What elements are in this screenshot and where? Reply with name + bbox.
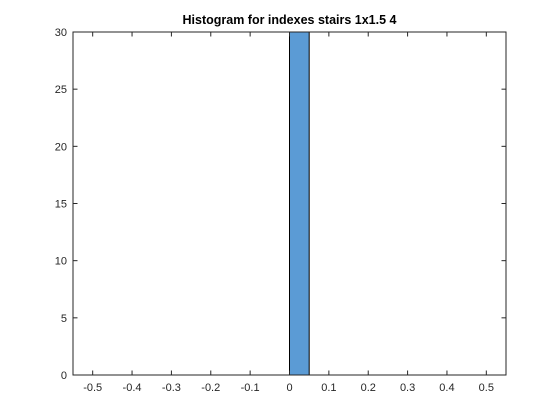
x-tick-label: -0.4 — [123, 382, 142, 394]
x-axis: -0.5 -0.4 -0.3 -0.2 -0.1 0 0.1 0.2 0.3 0.4 0.5 — [83, 32, 494, 394]
y-tick-label: 0 — [61, 370, 67, 382]
chart-title: Histogram for indexes stairs 1x1.5 4 — [183, 13, 397, 27]
y-axis: 0 5 10 15 20 25 30 — [55, 27, 506, 382]
x-tick-label: -0.3 — [162, 382, 181, 394]
histogram-bar — [289, 31, 310, 376]
y-tick-label: 25 — [55, 84, 67, 96]
y-tick-label: 10 — [55, 256, 67, 268]
x-tick-label: 0.4 — [439, 382, 454, 394]
x-tick-label: 0 — [286, 382, 292, 394]
y-tick-label: 5 — [61, 313, 67, 325]
x-tick-label: -0.5 — [83, 382, 102, 394]
x-tick-label: 0.1 — [321, 382, 336, 394]
x-tick-label: -0.1 — [241, 382, 260, 394]
y-tick-label: 30 — [55, 27, 67, 39]
y-tick-label: 15 — [55, 199, 67, 211]
x-tick-label: 0.5 — [479, 382, 494, 394]
x-tick-label: -0.2 — [201, 382, 220, 394]
x-tick-label: 0.2 — [361, 382, 376, 394]
x-tick-label: 0.3 — [400, 382, 415, 394]
bars-layer — [289, 31, 310, 376]
y-tick-label: 20 — [55, 141, 67, 153]
